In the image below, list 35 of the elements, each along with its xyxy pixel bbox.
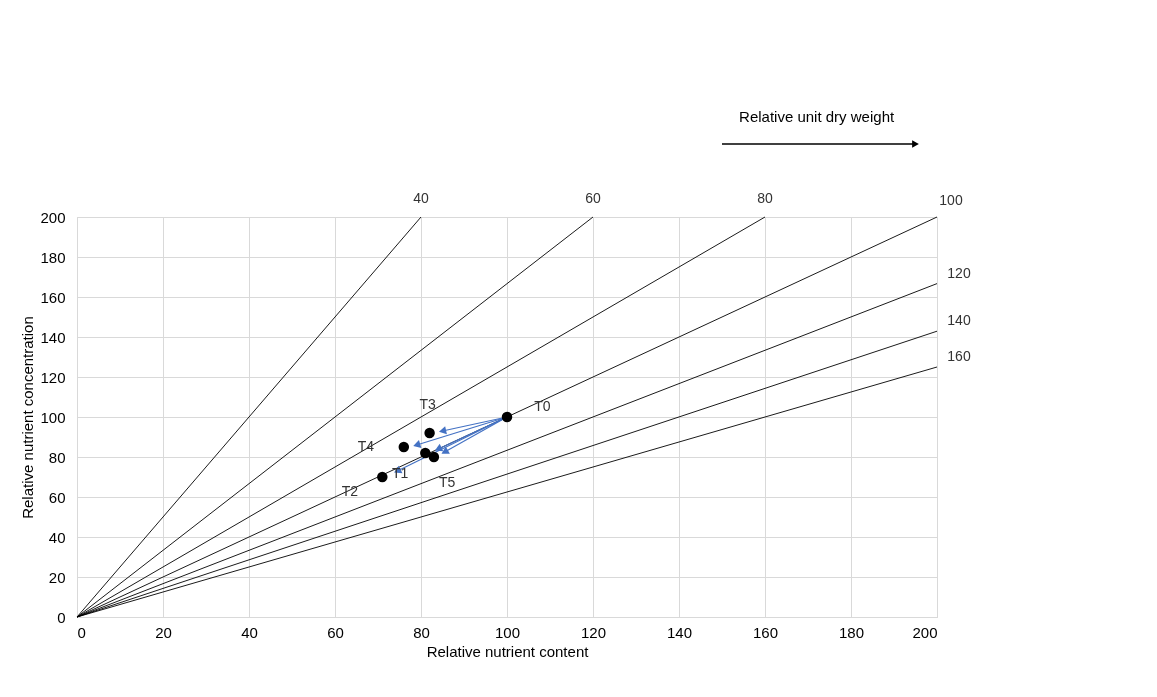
- annotation: 160: [947, 348, 971, 364]
- x-tick-label: 160: [752, 623, 779, 641]
- annotation: 100: [939, 192, 963, 208]
- y-tick-label: 160: [40, 288, 66, 306]
- y-tick-label: 40: [48, 528, 66, 546]
- x-tick-label: 40: [241, 623, 258, 641]
- x-tick-label: 80: [413, 623, 430, 641]
- x-tick-label: 180: [838, 623, 865, 641]
- x-axis-title: Relative nutrient content: [426, 642, 590, 660]
- y-tick-label: 200: [40, 208, 66, 226]
- annotation: 120: [947, 264, 971, 281]
- y-tick-label: 120: [40, 368, 66, 386]
- y-tick-label: 140: [40, 328, 66, 346]
- x-tick-label: 200: [912, 623, 938, 641]
- x-tick-label: 60: [327, 623, 344, 641]
- data-label: T0: [534, 397, 551, 414]
- text: Relative unit dry weight: [739, 108, 895, 125]
- y-tick-label: 0: [57, 608, 66, 626]
- x-tick-label: 0: [77, 623, 86, 641]
- y-tick-label: 60: [48, 488, 66, 506]
- y-tick-label: 180: [40, 248, 66, 266]
- x-tick-label: 100: [494, 623, 521, 641]
- y-axis-title: Relative nutrient concentration: [19, 316, 37, 519]
- x-tick-label: 20: [155, 623, 172, 641]
- y-tick-label: 20: [48, 568, 66, 586]
- data-label: T3: [419, 396, 437, 413]
- annotation: 140: [947, 312, 971, 329]
- data-label: T5: [438, 474, 456, 491]
- x-tick-label: 120: [580, 623, 607, 641]
- annotation: 60: [585, 190, 601, 206]
- y-tick-label: 80: [48, 448, 66, 466]
- annotation: 80: [757, 190, 773, 206]
- y-tick-label: 100: [40, 408, 66, 426]
- annotation: 40: [413, 190, 429, 206]
- x-tick-label: 140: [666, 623, 693, 641]
